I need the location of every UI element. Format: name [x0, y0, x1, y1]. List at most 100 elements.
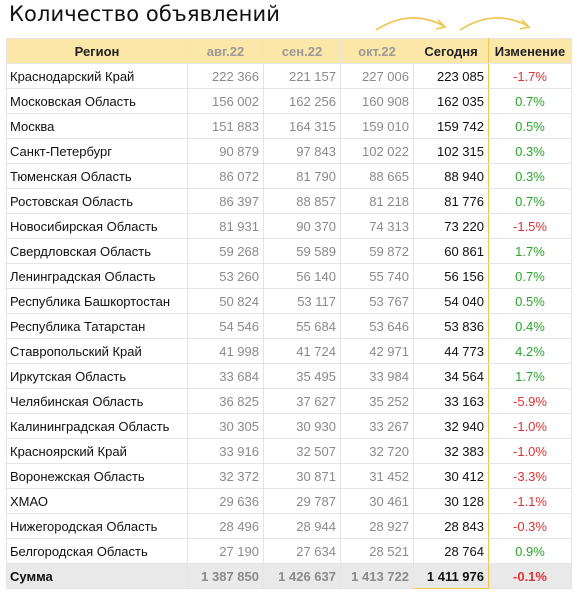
cell-sep: 37 627	[263, 388, 341, 414]
cell-sep: 27 634	[263, 538, 341, 564]
header-aug: авг.22	[187, 38, 264, 64]
cell-today: 56 156	[413, 263, 489, 289]
cell-sep: 30 930	[263, 413, 341, 439]
cell-region: Ставропольский Край	[6, 338, 188, 364]
cell-oct: 31 452	[340, 463, 414, 489]
cell-oct: 159 010	[340, 113, 414, 139]
table-row: Белгородская Область 27 190 27 634 28 521 28…	[6, 538, 572, 564]
cell-oct: 160 908	[340, 88, 414, 114]
cell-aug: 86 072	[187, 163, 264, 189]
cell-oct: 28 521	[340, 538, 414, 564]
cell-region: Республика Башкортостан	[6, 288, 188, 314]
cell-change: 1.7%	[488, 363, 572, 389]
cell-today: 30 412	[413, 463, 489, 489]
cell-aug: 41 998	[187, 338, 264, 364]
cell-change: 0.7%	[488, 263, 572, 289]
cell-region: Челябинская Область	[6, 388, 188, 414]
cell-aug: 90 879	[187, 138, 264, 164]
cell-change: -1.0%	[488, 413, 572, 439]
cell-aug: 27 190	[187, 538, 264, 564]
cell-sep: 53 117	[263, 288, 341, 314]
cell-region: Краснодарский Край	[6, 63, 188, 89]
table-row: Свердловская Область 59 268 59 589 59 872 60…	[6, 238, 572, 264]
cell-region: Сумма	[6, 563, 188, 589]
cell-today: 32 940	[413, 413, 489, 439]
table-row: Воронежская Область 32 372 30 871 31 452 30 …	[6, 463, 572, 489]
cell-sep: 56 140	[263, 263, 341, 289]
header-change: Изменение	[488, 38, 572, 64]
cell-region: Москва	[6, 113, 188, 139]
cell-today: 73 220	[413, 213, 489, 239]
header-region: Регион	[6, 38, 188, 64]
cell-sep: 90 370	[263, 213, 341, 239]
cell-change: -5.9%	[488, 388, 572, 414]
cell-region: Красноярский Край	[6, 438, 188, 464]
cell-aug: 32 372	[187, 463, 264, 489]
cell-change: 0.4%	[488, 313, 572, 339]
cell-oct: 33 984	[340, 363, 414, 389]
cell-aug: 30 305	[187, 413, 264, 439]
cell-aug: 33 916	[187, 438, 264, 464]
cell-sep: 221 157	[263, 63, 341, 89]
cell-today: 32 383	[413, 438, 489, 464]
table-row: ХМАО 29 636 29 787 30 461 30 128 -1.1%	[6, 488, 572, 514]
cell-sep: 97 843	[263, 138, 341, 164]
cell-sep: 162 256	[263, 88, 341, 114]
cell-region: Московская Область	[6, 88, 188, 114]
cell-oct: 53 767	[340, 288, 414, 314]
cell-oct: 1 413 722	[340, 563, 414, 589]
cell-today: 28 843	[413, 513, 489, 539]
cell-region: Иркутская Область	[6, 363, 188, 389]
cell-region: Республика Татарстан	[6, 313, 188, 339]
cell-aug: 36 825	[187, 388, 264, 414]
cell-oct: 32 720	[340, 438, 414, 464]
cell-oct: 35 252	[340, 388, 414, 414]
cell-today: 34 564	[413, 363, 489, 389]
cell-today: 53 836	[413, 313, 489, 339]
cell-oct: 59 872	[340, 238, 414, 264]
cell-change: 0.3%	[488, 138, 572, 164]
cell-sep: 28 944	[263, 513, 341, 539]
sum-row: Сумма 1 387 850 1 426 637 1 413 722 1 411 97…	[6, 563, 572, 589]
cell-sep: 88 857	[263, 188, 341, 214]
cell-region: Санкт-Петербург	[6, 138, 188, 164]
cell-today: 162 035	[413, 88, 489, 114]
cell-change: -0.3%	[488, 513, 572, 539]
cell-sep: 164 315	[263, 113, 341, 139]
table-row: Республика Башкортостан 50 824 53 117 53 76…	[6, 288, 572, 314]
cell-region: Ростовская Область	[6, 188, 188, 214]
cell-change: -1.5%	[488, 213, 572, 239]
header-sep: сен.22	[263, 38, 341, 64]
cell-aug: 151 883	[187, 113, 264, 139]
table-row: Ставропольский Край 41 998 41 724 42 971 44 …	[6, 338, 572, 364]
cell-aug: 59 268	[187, 238, 264, 264]
table-row: Красноярский Край 33 916 32 507 32 720 32 38…	[6, 438, 572, 464]
cell-today: 81 776	[413, 188, 489, 214]
cell-oct: 74 313	[340, 213, 414, 239]
cell-region: Тюменская Область	[6, 163, 188, 189]
cell-oct: 102 022	[340, 138, 414, 164]
table-row: Санкт-Петербург 90 879 97 843 102 022 102 31…	[6, 138, 572, 164]
cell-oct: 55 740	[340, 263, 414, 289]
cell-oct: 42 971	[340, 338, 414, 364]
cell-region: ХМАО	[6, 488, 188, 514]
cell-sep: 35 495	[263, 363, 341, 389]
cell-sep: 59 589	[263, 238, 341, 264]
cell-change: 0.7%	[488, 88, 572, 114]
table-row: Республика Татарстан 54 546 55 684 53 646 53…	[6, 313, 572, 339]
cell-today: 33 163	[413, 388, 489, 414]
cell-today: 223 085	[413, 63, 489, 89]
cell-sep: 32 507	[263, 438, 341, 464]
cell-change: 1.7%	[488, 238, 572, 264]
table-row: Челябинская Область 36 825 37 627 35 252 33 …	[6, 388, 572, 414]
trend-arrows-icon	[375, 17, 531, 31]
cell-today: 159 742	[413, 113, 489, 139]
table-row: Московская Область 156 002 162 256 160 908 1…	[6, 88, 572, 114]
cell-sep: 1 426 637	[263, 563, 341, 589]
cell-sep: 81 790	[263, 163, 341, 189]
cell-change: 0.7%	[488, 188, 572, 214]
cell-oct: 28 927	[340, 513, 414, 539]
cell-sep: 29 787	[263, 488, 341, 514]
cell-change: 0.9%	[488, 538, 572, 564]
cell-region: Нижегородская Область	[6, 513, 188, 539]
